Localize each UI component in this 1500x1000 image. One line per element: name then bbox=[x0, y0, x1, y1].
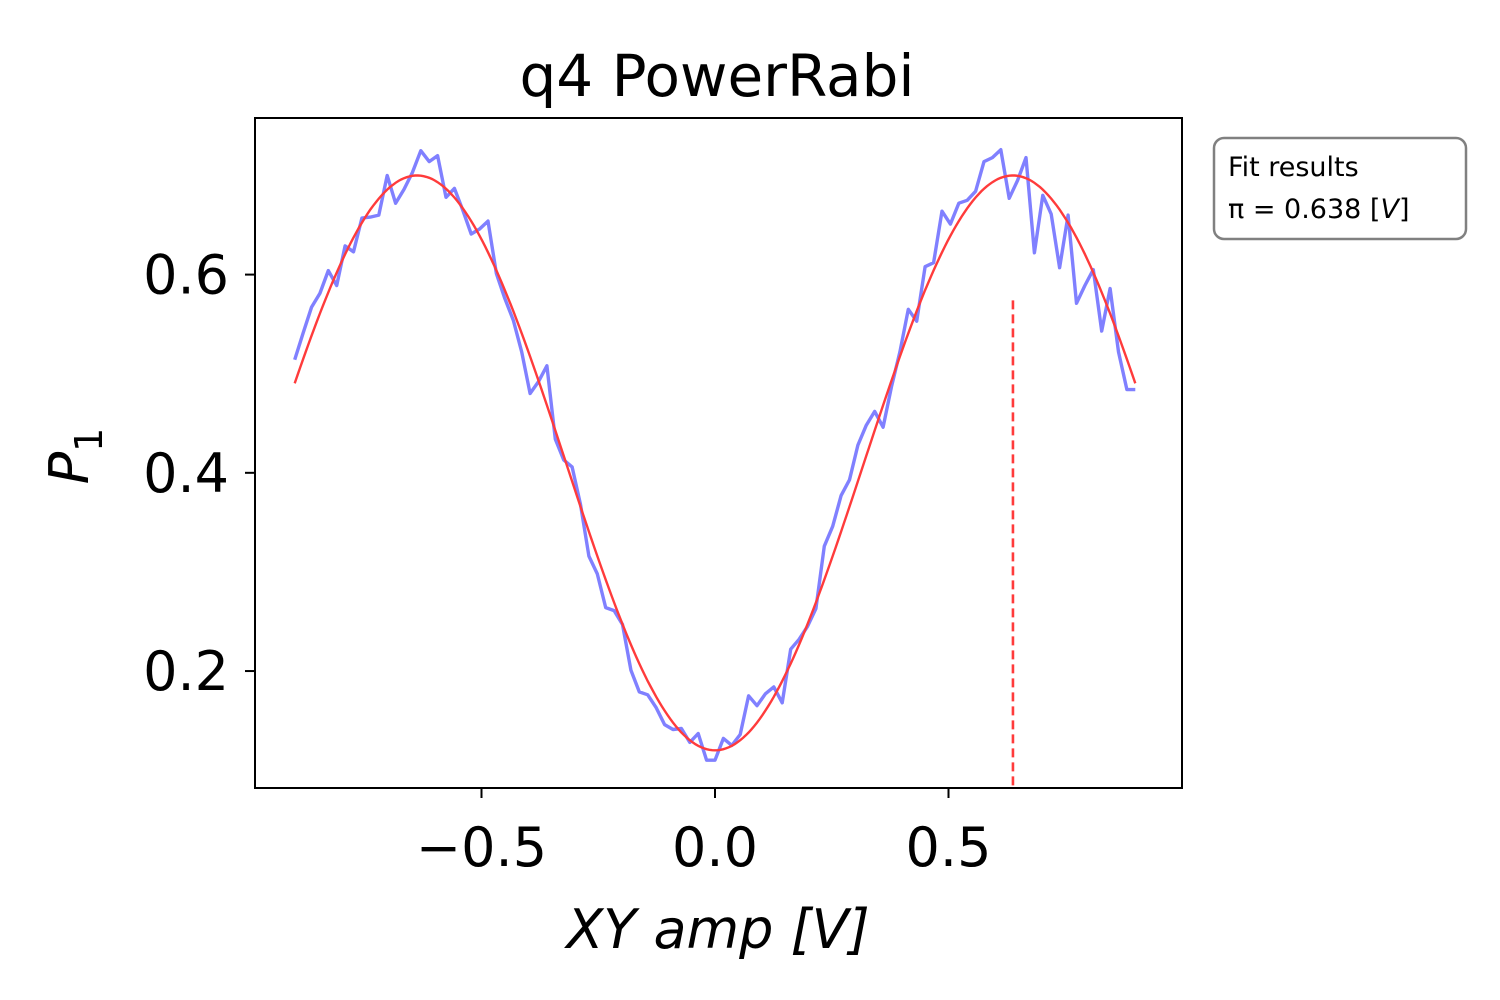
fit-results-pi-value: π = 0.638 [V] bbox=[1228, 194, 1410, 225]
fit-results-pi-suffix: ] bbox=[1399, 194, 1410, 225]
x-tick-label: 0.0 bbox=[672, 816, 758, 879]
fit-results-title: Fit results bbox=[1228, 152, 1359, 183]
y-axis-label-subscript: 1 bbox=[67, 428, 111, 452]
chart-title: q4 PowerRabi bbox=[519, 42, 914, 110]
x-axis-label: XY amp [V] bbox=[563, 898, 869, 961]
fit-results-pi-prefix: π = 0.638 [ bbox=[1228, 194, 1380, 225]
y-axis-label: P1 bbox=[38, 428, 111, 485]
x-tick-label: 0.5 bbox=[906, 816, 992, 879]
fit-results-box: Fit results π = 0.638 [V] bbox=[1212, 136, 1468, 241]
fit-results-pi-unit: V bbox=[1380, 194, 1401, 225]
x-tick-label: −0.5 bbox=[416, 816, 547, 879]
plot-area bbox=[254, 117, 1183, 789]
y-tick-label: 0.2 bbox=[143, 640, 229, 703]
fit-curve bbox=[293, 174, 1137, 752]
measured-data-line bbox=[293, 147, 1136, 762]
fit-results-frame bbox=[1212, 136, 1468, 241]
y-axis: 0.2 0.4 0.6 bbox=[143, 244, 255, 703]
plot-frame bbox=[254, 117, 1183, 789]
y-axis-label-letter: P bbox=[38, 451, 101, 484]
series-layer bbox=[293, 147, 1137, 762]
x-axis: −0.5 0.0 0.5 bbox=[416, 788, 992, 879]
y-tick-label: 0.4 bbox=[143, 442, 229, 505]
y-tick-label: 0.6 bbox=[143, 244, 229, 307]
